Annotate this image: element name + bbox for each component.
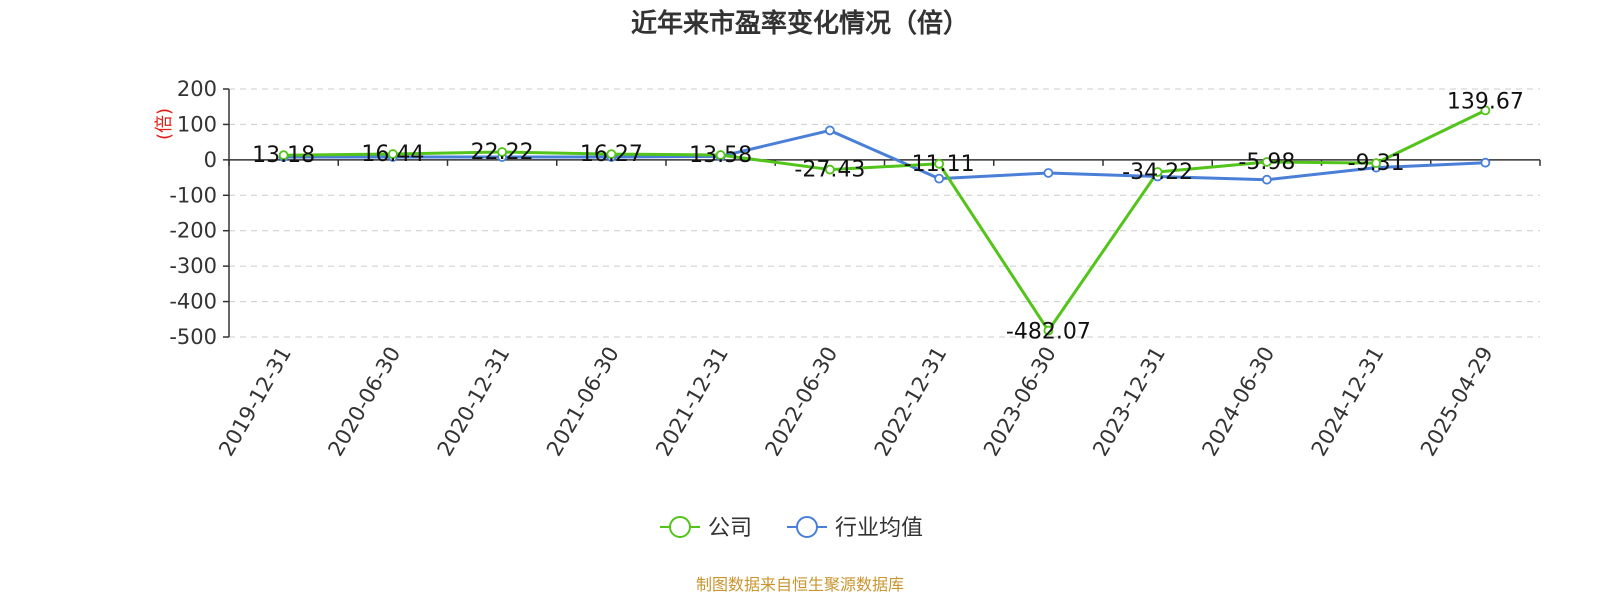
data-point [497,147,508,157]
data-label: 13.58 [689,143,752,168]
data-point [824,125,835,136]
data-label: 22.22 [471,140,534,165]
x-tick-labels: 2019-12-31 2020-06-30 2020-12-31 2021-06-30… [214,343,1498,461]
grid-lines [229,88,1540,338]
x-tick-label: 2022-12-31 [870,343,952,461]
data-label: -11.11 [904,152,975,177]
y-tick-label: 0 [204,148,217,172]
series-line-0 [283,109,1487,333]
axes [223,88,1541,338]
data-point [1480,157,1491,168]
source-note: 制图数据来自恒生聚源数据库 [696,575,904,594]
x-tick-label: 2021-06-30 [542,343,624,461]
data-label: -482.07 [1006,320,1091,345]
legend-item-1[interactable]: 行业均值 [787,516,923,541]
data-point [934,173,945,184]
x-tick-label: 2023-12-31 [1088,343,1170,461]
x-tick-label: 2025-04-29 [1416,343,1498,461]
legend-item-0[interactable]: 公司 [660,516,752,541]
y-tick-label: -300 [169,254,217,278]
y-tick-labels: 200 100 0 -100 -200 -300 -400 -500 [169,77,217,349]
series-points [278,105,1491,336]
data-point [824,164,835,175]
x-tick-label: 2024-06-30 [1197,343,1279,461]
data-label: 13.18 [252,143,315,168]
x-tick-label: 2022-06-30 [760,343,842,461]
y-tick-label: -100 [169,183,217,207]
legend-marker [796,516,818,538]
y-tick-label: 100 [177,112,217,136]
y-tick-label: -200 [169,219,217,243]
data-labels: 13.18 16.44 22.22 16.27 13.58 -27.43 -11.11 -48… [252,89,1524,344]
y-tick-label: -500 [169,325,217,349]
x-tick-label: 2020-06-30 [323,343,405,461]
data-point [1261,174,1272,185]
legend-label: 公司 [708,516,752,541]
x-tick-label: 2019-12-31 [214,343,296,461]
data-point [278,150,289,161]
y-axis-label: (倍) [154,108,175,140]
data-label: -5.98 [1238,150,1295,175]
data-point [1371,158,1382,169]
data-point [1043,325,1054,336]
y-tick-label: -400 [169,290,217,314]
series-line-1 [283,128,1486,182]
data-point [1152,167,1163,177]
data-label: -9.31 [1348,151,1405,176]
data-point [934,158,945,169]
data-point [1480,105,1491,116]
legend-marker [669,516,691,538]
chart-title: 近年来市盈率变化情况（倍） [631,8,969,39]
y-tick-label: 200 [177,77,217,101]
x-tick-label: 2024-12-31 [1307,343,1389,461]
data-point [606,149,617,159]
data-label: 16.44 [361,142,424,167]
data-point [1043,168,1054,178]
data-label: -34.22 [1122,160,1193,185]
data-point [1261,157,1272,167]
legend-label: 行业均值 [835,516,923,541]
legend[interactable]: 公司 行业均值 [660,516,923,541]
data-label: -27.43 [794,158,865,183]
x-tick-label: 2021-12-31 [651,343,733,461]
x-tick-label: 2023-06-30 [979,343,1061,461]
data-point [387,149,398,159]
data-point [715,150,726,160]
x-tick-label: 2020-12-31 [433,343,515,461]
series-lines [283,109,1487,333]
data-label: 16.27 [580,142,643,167]
data-label: 139.67 [1447,89,1524,114]
